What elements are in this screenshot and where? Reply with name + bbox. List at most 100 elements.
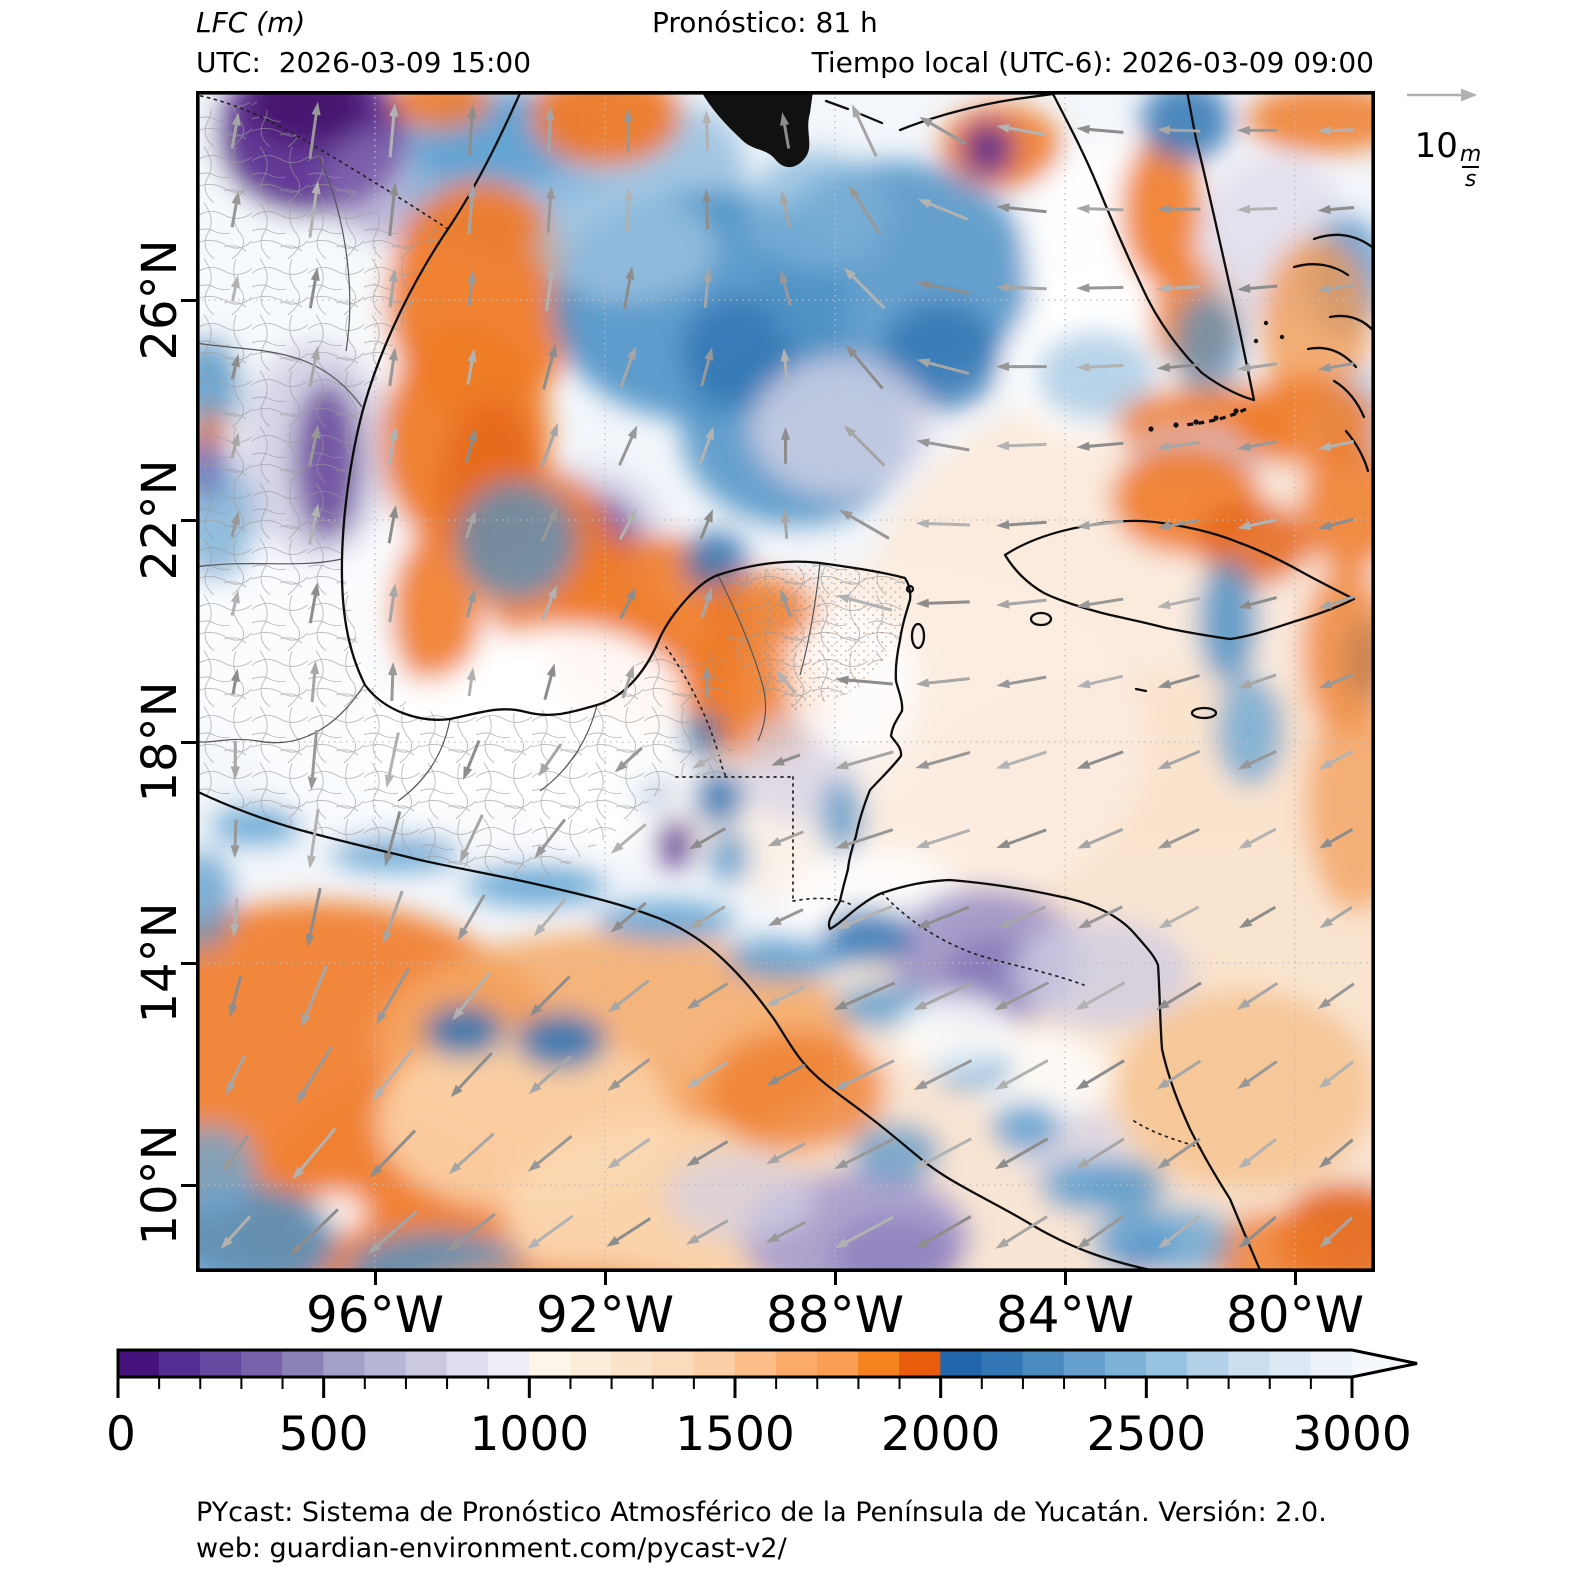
field-blob [962, 121, 1014, 177]
colorbar-segment [158, 1350, 201, 1377]
colorbar-segment [611, 1350, 654, 1377]
wind-arrow [448, 1132, 495, 1175]
colorbar-tick-label: 500 [279, 1407, 369, 1462]
wind-arrow [618, 425, 638, 466]
forecast-hour-label: Pronóstico: 81 h [652, 6, 878, 39]
wind-arrow [1318, 828, 1354, 849]
wind-arrow [607, 979, 650, 1013]
wind-arrow [780, 509, 790, 539]
wind-arrow [702, 665, 712, 698]
wind-arrow [996, 598, 1047, 609]
wind-arrow [843, 267, 886, 310]
colorbar-segment [1187, 1350, 1229, 1377]
wind-arrow [621, 664, 635, 699]
wind-arrow [1319, 1216, 1353, 1248]
wind-arrow [702, 267, 713, 309]
wind-arrow [692, 750, 723, 769]
wind-arrow [543, 663, 556, 701]
field-blob [1121, 136, 1201, 286]
wind-arrow [541, 585, 557, 621]
wind-arrow [834, 1059, 895, 1090]
wind-arrow [463, 739, 481, 780]
wind-arrow [368, 1210, 418, 1254]
wind-arrow [1156, 440, 1201, 452]
wind-arrow [1317, 204, 1355, 215]
wind-arrow [1237, 440, 1278, 452]
wind-arrow [529, 975, 571, 1017]
wind-arrow [225, 1054, 246, 1096]
state-boundaries [196, 150, 821, 802]
wind-arrow [1238, 1137, 1278, 1169]
wind-arrow [1156, 981, 1202, 1010]
wind-arrow [915, 677, 970, 688]
wind-reference-value: 10 [1414, 126, 1458, 166]
wind-arrow [230, 668, 240, 695]
wind-arrow [1077, 905, 1123, 929]
field-blob [1261, 236, 1371, 416]
x-axis-tick [603, 1272, 607, 1285]
wind-arrow [916, 280, 970, 295]
y-axis-tick [181, 961, 197, 965]
wind-arrow [527, 1134, 573, 1172]
wind-arrow [780, 112, 791, 149]
wind-arrow [776, 670, 797, 694]
wind-arrow [685, 1219, 729, 1245]
wind-arrow [465, 510, 476, 539]
wind-arrow [1237, 518, 1278, 531]
wind-arrow [839, 509, 890, 540]
wind-unit-numerator: m [1459, 142, 1482, 167]
wind-arrow [1238, 1215, 1277, 1249]
field-blob [681, 296, 801, 406]
colorbar-segment [652, 1350, 695, 1377]
wind-arrow [387, 504, 399, 544]
wind-arrow [780, 348, 790, 386]
wind-arrow [1157, 1215, 1201, 1249]
colorbar-segment [1022, 1350, 1065, 1377]
wind-arrow [533, 897, 567, 937]
wind-arrow [1318, 673, 1354, 689]
wind-arrow [308, 582, 320, 624]
colorbar-segment [858, 1350, 900, 1377]
wind-arrow [1317, 982, 1355, 1010]
wind-arrow [230, 819, 240, 859]
colorbar-segment [446, 1350, 489, 1377]
wind-arrow [388, 662, 398, 701]
wind-arrow [915, 598, 970, 608]
y-axis-tick [181, 298, 197, 302]
wind-arrow [388, 347, 398, 387]
wind-arrow [1076, 519, 1124, 530]
y-axis-label: 14°N [132, 902, 188, 1024]
field-blob [666, 1151, 816, 1241]
colorbar-tick-label: 1000 [470, 1407, 590, 1462]
wind-arrow [836, 905, 893, 930]
wind-arrow [289, 1208, 339, 1256]
field-blob [1216, 676, 1284, 786]
colorbar-segment [1310, 1350, 1353, 1377]
wind-arrow [450, 1051, 493, 1098]
wind-arrow [292, 1127, 337, 1180]
wind-arrow [388, 182, 399, 237]
y-axis-tick [181, 740, 197, 744]
wind-arrow [916, 438, 970, 452]
field-blob [751, 356, 931, 496]
field-blob [531, 91, 681, 166]
x-axis-tick [373, 1272, 377, 1285]
wind-arrow [534, 818, 567, 859]
wind-arrow [1076, 597, 1124, 609]
x-axis-tick [1293, 1272, 1297, 1285]
wind-arrow [1156, 283, 1201, 293]
wind-arrow [544, 264, 556, 312]
colorbar-tick-label: 2000 [881, 1407, 1001, 1462]
field-blob [1208, 1212, 1328, 1272]
field-blob [896, 993, 1016, 1073]
colorbar-segment [775, 1350, 818, 1377]
colorbar-segment [405, 1350, 448, 1377]
colorbar-tick-label: 1500 [675, 1407, 795, 1462]
variable-title: LFC (m) [196, 6, 306, 39]
wind-arrow [1317, 283, 1355, 294]
wind-arrow [1238, 827, 1277, 849]
wind-arrow [996, 828, 1047, 849]
wind-arrow [296, 1046, 333, 1104]
wind-arrow [834, 1137, 895, 1170]
